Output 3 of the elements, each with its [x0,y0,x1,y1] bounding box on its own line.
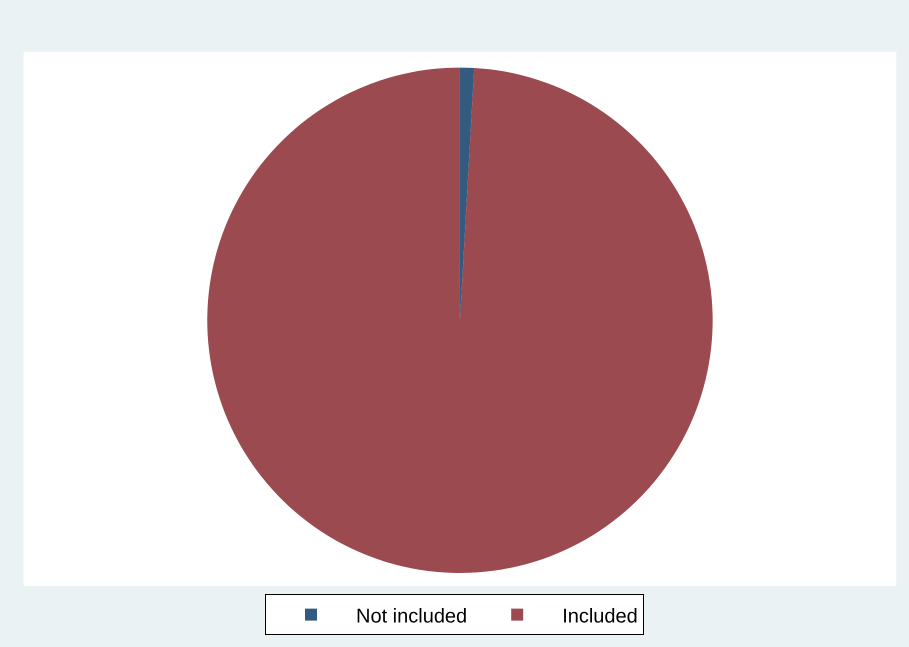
pie-slice [207,68,712,573]
legend-label: Included [562,605,638,628]
legend-label: Not included [356,605,468,628]
